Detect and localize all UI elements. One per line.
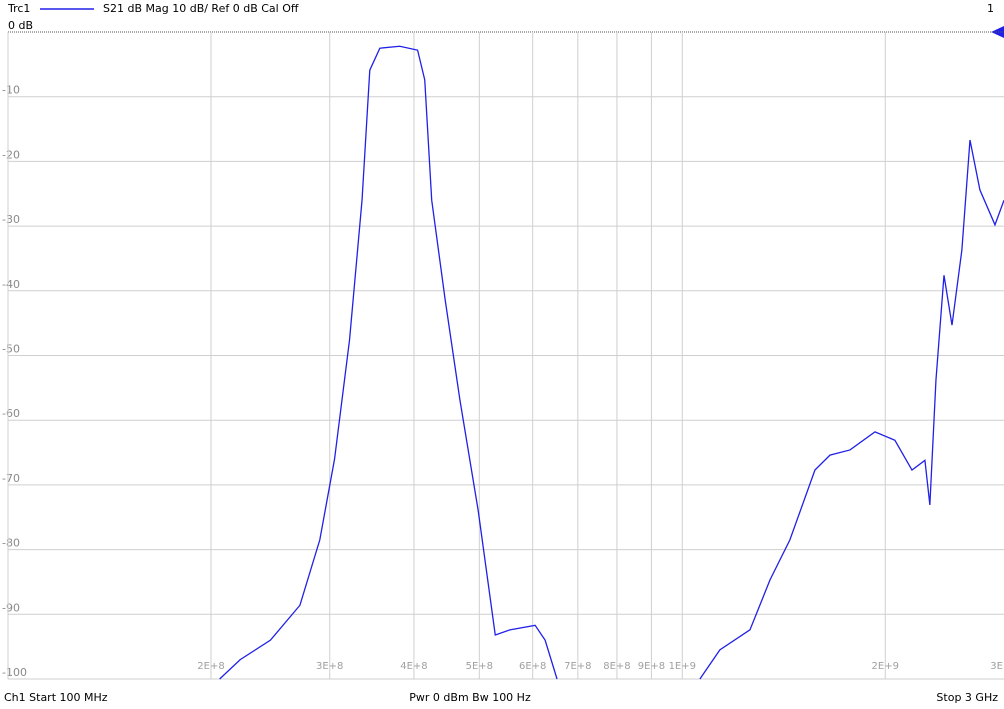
x-tick-label: 2E+9 — [872, 661, 899, 672]
y-tick-label: -10 — [2, 84, 20, 97]
trace — [219, 45, 1004, 680]
x-tick-label: 3E+8 — [316, 661, 343, 672]
channel-marker: 1 — [987, 2, 994, 15]
y-tick-label: -100 — [2, 666, 27, 679]
y-tick-label: -90 — [2, 601, 20, 614]
x-tick-label: 3E+9 — [990, 661, 1004, 672]
legend-label: Trc1 — [7, 2, 30, 15]
x-tick-label: 9E+8 — [638, 661, 665, 672]
y-tick-label: -40 — [2, 278, 20, 291]
x-tick-label: 6E+8 — [519, 661, 546, 672]
x-tick-label: 1E+9 — [669, 661, 696, 672]
reference-marker — [991, 26, 1004, 38]
y-tick-label: -60 — [2, 407, 20, 420]
footer-power: Pwr 0 dBm Bw 100 Hz — [409, 691, 531, 704]
x-tick-label: 5E+8 — [466, 661, 493, 672]
y-tick-label: -30 — [2, 213, 20, 226]
x-tick-label: 8E+8 — [603, 661, 630, 672]
chart-subtitle: S21 dB Mag 10 dB/ Ref 0 dB Cal Off — [103, 2, 299, 15]
y-tick-label: 0 dB — [8, 19, 33, 32]
y-tick-label: -70 — [2, 472, 20, 485]
y-tick-label: -20 — [2, 148, 20, 161]
footer-stop: Stop 3 GHz — [936, 691, 998, 704]
x-tick-label: 4E+8 — [400, 661, 427, 672]
x-tick-label: 7E+8 — [564, 661, 591, 672]
y-tick-label: -50 — [2, 343, 20, 356]
footer-start: Ch1 Start 100 MHz — [4, 691, 108, 704]
y-tick-label: -80 — [2, 537, 20, 550]
x-tick-label: 2E+8 — [197, 661, 224, 672]
